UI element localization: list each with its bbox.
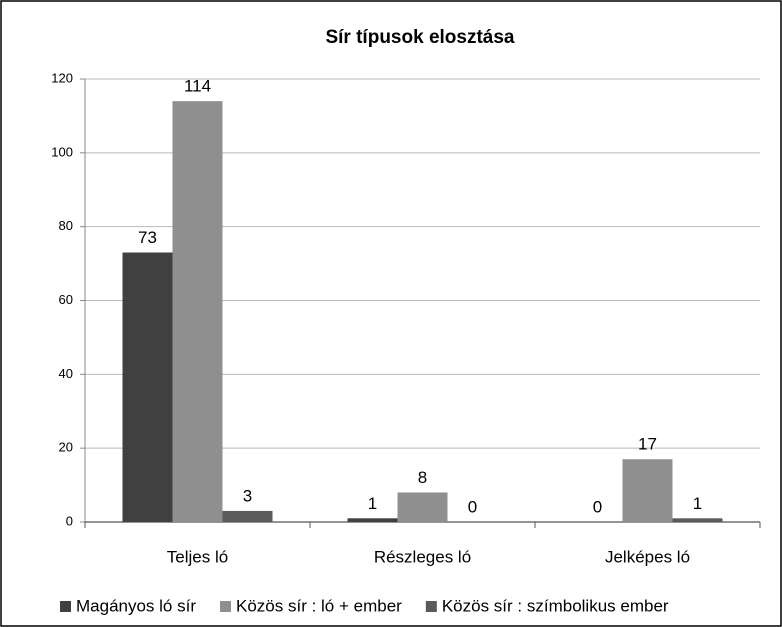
legend-label: Közös sír : ló + ember <box>236 596 402 615</box>
y-tick-label: 120 <box>51 70 73 85</box>
data-label: 0 <box>593 497 602 516</box>
legend-label: Közös sír : szímbolikus ember <box>442 596 669 615</box>
data-label: 3 <box>243 486 252 505</box>
bar <box>672 518 723 522</box>
bar <box>222 510 273 522</box>
y-tick-label: 40 <box>59 366 73 381</box>
y-tick-label: 20 <box>59 440 73 455</box>
legend-label: Magányos ló sír <box>76 596 196 615</box>
chart-title: Sír típusok elosztása <box>325 27 514 48</box>
bar <box>347 518 398 522</box>
x-tick-label: Teljes ló <box>167 547 228 566</box>
legend-swatch <box>425 601 437 612</box>
x-tick-label: Jelképes ló <box>605 547 690 566</box>
data-label: 17 <box>638 435 657 454</box>
data-label: 114 <box>184 77 211 96</box>
bar <box>397 492 448 522</box>
legend-swatch <box>60 601 71 612</box>
data-label: 1 <box>693 494 702 513</box>
data-label: 1 <box>368 494 377 513</box>
data-label: 8 <box>418 468 427 487</box>
x-tick-label: Részleges ló <box>374 547 471 566</box>
data-label: 73 <box>138 228 157 247</box>
y-tick-label: 100 <box>51 144 73 159</box>
y-tick-label: 80 <box>59 218 73 233</box>
y-tick-label: 0 <box>66 513 73 528</box>
data-label: 0 <box>468 497 477 516</box>
legend-swatch <box>220 601 231 612</box>
bar <box>622 459 673 522</box>
y-tick-label: 60 <box>59 292 73 307</box>
bar <box>172 101 223 523</box>
bar <box>122 252 173 522</box>
